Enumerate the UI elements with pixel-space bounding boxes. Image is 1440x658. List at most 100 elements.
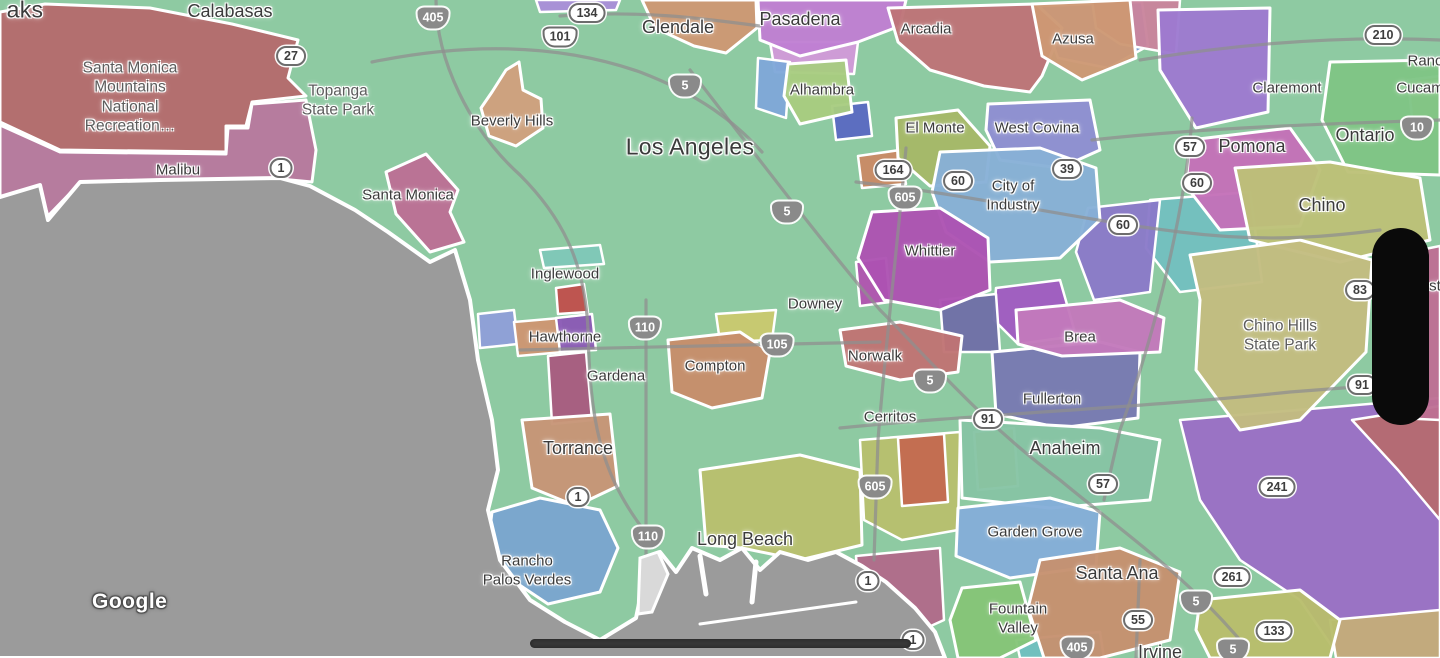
state-route-shield-133: 133 — [1255, 621, 1293, 641]
map-label-arcadia: Arcadia — [900, 20, 952, 38]
state-route-shield-164: 164 — [874, 160, 912, 180]
interstate-shield-605: 605 — [859, 476, 891, 498]
map-label-calabasas: Calabasas — [187, 0, 273, 21]
region-alhambra[interactable] — [782, 58, 854, 126]
state-route-shield-57: 57 — [1175, 137, 1205, 157]
map-label-topanga-state-park: Topanga State Park — [301, 82, 375, 119]
district-patch — [538, 243, 606, 270]
region-pasadena[interactable] — [756, 0, 908, 58]
state-route-shield-241: 241 — [1258, 477, 1296, 497]
map-label-pasadena: Pasadena — [759, 8, 841, 29]
us-route-shield-101: 101 — [542, 26, 578, 48]
map-label-west-covina: West Covina — [994, 119, 1080, 137]
map-label-fullerton: Fullerton — [1022, 390, 1082, 408]
freeway-line — [688, 68, 1242, 642]
state-route-shield-60: 60 — [1108, 215, 1138, 235]
map-label-beverly-hills: Beverly Hills — [470, 112, 554, 130]
state-route-shield-39: 39 — [1052, 159, 1082, 179]
harbor-piers — [636, 550, 858, 626]
map-label-rancho-palos-verdes: Rancho Palos Verdes — [482, 552, 572, 588]
map-label-pomona: Pomona — [1218, 135, 1286, 156]
interstate-shield-110: 110 — [632, 526, 664, 548]
freeway-line — [838, 382, 1397, 430]
interstate-shield-105: 105 — [761, 334, 793, 356]
district-patch — [896, 432, 950, 508]
state-route-shield-261: 261 — [1213, 567, 1251, 587]
state-route-shield-210: 210 — [1364, 25, 1402, 45]
google-attribution-logo[interactable]: Google — [92, 590, 168, 613]
ocean — [0, 176, 947, 658]
state-route-shield-57: 57 — [1088, 474, 1118, 494]
region-whittier[interactable] — [856, 206, 992, 312]
interstate-shield-5: 5 — [772, 201, 802, 223]
map-label-claremont: Claremont — [1252, 79, 1322, 97]
map-label-compton: Compton — [684, 357, 746, 375]
map-label-el-monte: El Monte — [905, 119, 965, 137]
map-label-irvine: Irvine — [1137, 641, 1183, 658]
state-route-shield-60: 60 — [1182, 173, 1212, 193]
state-route-shield-60: 60 — [943, 171, 973, 191]
state-route-shield-83: 83 — [1345, 280, 1375, 300]
state-route-shield-27: 27 — [276, 46, 306, 66]
state-route-shield-91: 91 — [973, 409, 1003, 429]
map-label-brea: Brea — [1064, 328, 1096, 346]
map-label-norwalk: Norwalk — [847, 347, 903, 365]
region-santa-monica[interactable] — [384, 152, 466, 254]
interstate-shield-110: 110 — [629, 317, 661, 339]
home-indicator-bar[interactable] — [530, 639, 911, 648]
map-label-santa-ana: Santa Ana — [1075, 562, 1159, 583]
map-label-chino: Chino — [1298, 194, 1346, 215]
map-label-garden-grove: Garden Grove — [987, 523, 1083, 541]
map-label-azusa: Azusa — [1052, 30, 1094, 48]
interstate-shield-405: 405 — [1061, 637, 1093, 658]
freeway-line — [854, 180, 1382, 240]
map-label-santa-monica: Santa Monica — [362, 186, 454, 204]
region-beverly-hills[interactable] — [479, 60, 545, 148]
interstate-shield-5: 5 — [1218, 639, 1248, 658]
state-route-shield-134: 134 — [568, 3, 606, 23]
map-label-hawthorne: Hawthorne — [528, 328, 602, 346]
region-compton[interactable] — [666, 330, 772, 410]
interstate-shield-10: 10 — [1402, 117, 1432, 139]
map-label-inglewood: Inglewood — [530, 265, 600, 283]
interstate-shield-405: 405 — [417, 7, 449, 29]
map-label-ranc: Ranc — [1407, 52, 1440, 70]
interstate-shield-5: 5 — [670, 75, 700, 97]
map-label-whittier: Whittier — [904, 242, 956, 260]
region-azusa[interactable] — [1030, 0, 1138, 82]
map-label-downey: Downey — [787, 295, 843, 313]
map-label-malibu: Malibu — [155, 161, 201, 179]
interstate-shield-605: 605 — [889, 187, 921, 209]
region-fountain-valley[interactable] — [948, 580, 1038, 658]
map-label-glendale: Glendale — [641, 16, 715, 37]
freeway-line — [518, 340, 882, 352]
region-brea[interactable] — [1014, 298, 1166, 358]
map-label-cucam: Cucam — [1396, 79, 1440, 97]
map-label-alhambra: Alhambra — [789, 81, 855, 99]
region-claremont[interactable] — [1156, 6, 1272, 130]
region-glendale[interactable] — [640, 0, 759, 55]
region-chino-hills-state-park[interactable] — [1188, 238, 1374, 432]
privacy-redaction-pill — [1372, 228, 1429, 425]
state-route-shield-1: 1 — [269, 158, 293, 178]
state-route-shield-1: 1 — [856, 571, 880, 591]
map-label-los-angeles: Los Angeles — [625, 133, 755, 160]
state-route-shield-55: 55 — [1123, 610, 1153, 630]
region-santa-monica-mountains-national-recreation[interactable] — [0, 2, 308, 154]
map-label-cerritos: Cerritos — [863, 408, 917, 426]
district-patch — [554, 312, 598, 354]
map-label-torrance: Torrance — [542, 437, 614, 458]
map-label-gardena: Gardena — [586, 367, 646, 385]
state-route-shield-1: 1 — [566, 487, 590, 507]
map-label-st: st — [1429, 277, 1440, 295]
map-label-anaheim: Anaheim — [1029, 437, 1101, 458]
map-label-chino-hills-state-park: Chino Hills State Park — [1242, 317, 1318, 354]
interstate-shield-5: 5 — [915, 370, 945, 392]
map-label-aks: aks — [6, 0, 44, 23]
freeway-line — [1138, 37, 1440, 62]
map-label-fountain-valley: Fountain Valley — [988, 600, 1048, 636]
